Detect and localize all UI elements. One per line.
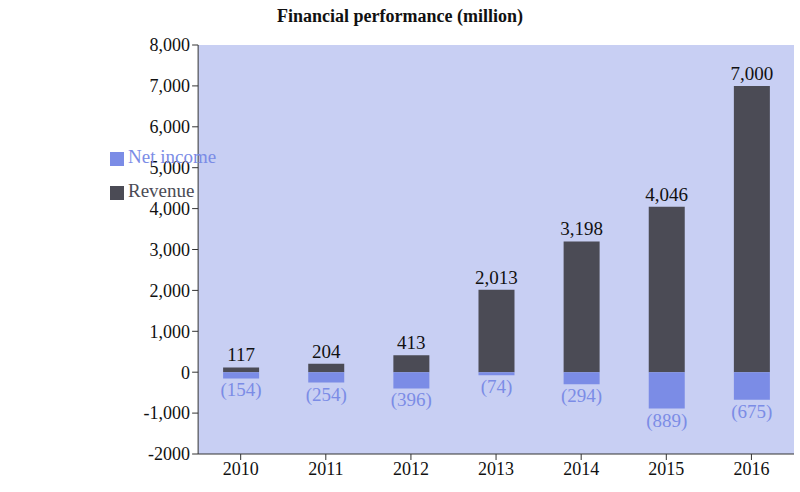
svg-text:2,013: 2,013 (475, 267, 518, 288)
svg-text:3,000: 3,000 (150, 240, 191, 260)
svg-text:(294): (294) (561, 385, 602, 407)
svg-text:-1,000: -1,000 (144, 403, 191, 423)
svg-text:4,046: 4,046 (645, 184, 688, 205)
svg-text:(396): (396) (391, 389, 432, 411)
svg-text:2014: 2014 (563, 459, 599, 479)
svg-text:8,000: 8,000 (150, 35, 191, 55)
svg-text:2,000: 2,000 (150, 281, 191, 301)
svg-text:(254): (254) (306, 384, 347, 406)
svg-text:7,000: 7,000 (150, 76, 191, 96)
svg-text:(889): (889) (646, 410, 687, 432)
svg-text:(74): (74) (481, 376, 513, 398)
svg-text:5,000: 5,000 (150, 158, 191, 178)
svg-text:117: 117 (227, 344, 255, 365)
svg-text:2016: 2016 (733, 459, 769, 479)
svg-text:(154): (154) (221, 379, 262, 401)
svg-text:(675): (675) (731, 401, 772, 423)
svg-text:1,000: 1,000 (150, 322, 191, 342)
svg-text:2015: 2015 (648, 459, 684, 479)
svg-text:204: 204 (312, 341, 341, 362)
svg-text:0: 0 (181, 363, 190, 383)
svg-text:6,000: 6,000 (150, 117, 191, 137)
svg-text:-2000: -2000 (148, 444, 190, 464)
svg-text:2010: 2010 (223, 459, 259, 479)
svg-text:2013: 2013 (478, 459, 514, 479)
svg-text:413: 413 (397, 332, 426, 353)
svg-text:2012: 2012 (393, 459, 429, 479)
svg-text:3,198: 3,198 (560, 218, 603, 239)
svg-text:4,000: 4,000 (150, 199, 191, 219)
svg-text:2011: 2011 (308, 459, 343, 479)
svg-text:7,000: 7,000 (730, 63, 773, 84)
